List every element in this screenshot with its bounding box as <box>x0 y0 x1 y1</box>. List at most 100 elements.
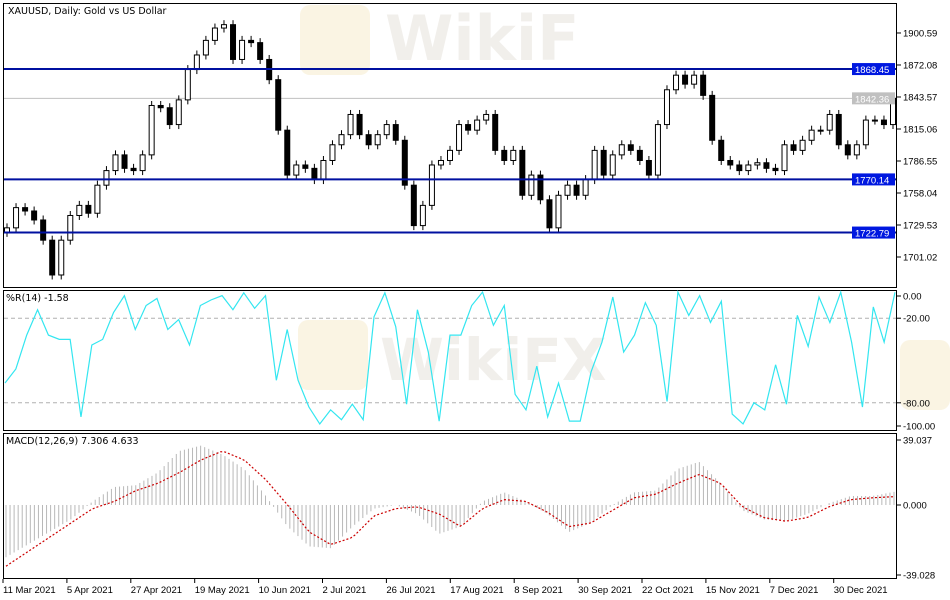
bearish-candle <box>772 167 779 172</box>
date-axis-label: 11 Mar 2021 <box>3 585 56 596</box>
bullish-candle <box>148 104 155 156</box>
bullish-candle <box>67 214 74 241</box>
bullish-candle <box>456 124 463 151</box>
bullish-candle <box>175 99 182 126</box>
price-axis-label: 1815.06 <box>903 124 937 135</box>
bullish-candle <box>184 69 191 101</box>
date-axis-label: 2 Jul 2021 <box>323 585 367 596</box>
current-price-label-bg <box>852 92 895 105</box>
bearish-candle <box>546 199 553 229</box>
date-axis-label: 22 Oct 2021 <box>642 585 694 596</box>
bearish-candle <box>844 144 851 156</box>
bearish-candle <box>627 144 634 151</box>
bearish-candle <box>727 159 734 166</box>
bullish-candle <box>193 54 200 71</box>
bearish-candle <box>22 207 29 212</box>
bearish-candle <box>311 167 318 181</box>
bullish-candle <box>239 39 246 60</box>
bearish-candle <box>573 184 580 196</box>
macd-pane[interactable] <box>3 433 897 579</box>
wpr-axis-label: -20.00 <box>903 314 930 325</box>
bullish-candle <box>618 144 625 156</box>
watermark-text: WikiF <box>385 2 579 75</box>
bearish-candle <box>682 74 689 85</box>
bullish-candle <box>76 204 83 216</box>
bearish-candle <box>600 149 607 176</box>
bearish-candle <box>718 139 725 161</box>
bullish-candle <box>447 149 453 161</box>
bearish-candle <box>880 119 887 126</box>
bullish-candle <box>591 149 598 181</box>
bullish-candle <box>510 149 517 161</box>
bullish-candle <box>781 144 788 172</box>
bullish-candle <box>582 179 589 196</box>
bearish-candle <box>492 113 499 151</box>
bearish-candle <box>121 154 128 169</box>
macd-axis-label: -39.028 <box>903 571 935 582</box>
bullish-candle <box>320 159 327 181</box>
chart-title: XAUUSD, Daily: Gold vs US Dollar <box>8 6 167 17</box>
date-axis-label: 8 Sep 2021 <box>514 585 563 596</box>
date-axis-label: 17 Aug 2021 <box>450 585 503 596</box>
bearish-candle <box>835 113 842 146</box>
bullish-candle <box>817 129 824 132</box>
bearish-candle <box>40 219 47 241</box>
bearish-candle <box>501 149 508 161</box>
date-axis-label: 15 Nov 2021 <box>706 585 760 596</box>
bearish-candle <box>230 24 237 60</box>
date-axis-label: 30 Dec 2021 <box>834 585 888 596</box>
bearish-candle <box>302 164 309 169</box>
bullish-candle <box>112 154 119 172</box>
level-price-label: 1722.79 <box>855 229 889 240</box>
bearish-candle <box>763 162 770 169</box>
bullish-candle <box>338 134 345 146</box>
bullish-candle <box>58 239 65 276</box>
macd-signal-line <box>5 451 895 567</box>
price-axis-label: 1729.53 <box>903 220 937 231</box>
date-axis-label: 26 Jul 2021 <box>386 585 435 596</box>
bearish-candle <box>401 139 408 186</box>
macd-title: MACD(12,26,9) 7.306 4.633 <box>6 436 139 447</box>
bearish-candle <box>736 164 743 172</box>
wpr-pane[interactable] <box>3 290 897 431</box>
bearish-candle <box>700 74 707 96</box>
date-axis-label: 27 Apr 2021 <box>131 585 182 596</box>
bearish-candle <box>365 134 372 146</box>
bearish-candle <box>537 174 544 201</box>
wpr-axis-label: -80.00 <box>903 398 930 409</box>
wpr-axis-label: 0.00 <box>903 292 922 303</box>
bearish-candle <box>284 129 291 176</box>
bearish-candle <box>275 79 282 131</box>
bullish-candle <box>293 164 300 176</box>
bullish-candle <box>419 204 426 227</box>
price-axis-label: 1900.59 <box>903 28 937 39</box>
level-price-label: 1770.14 <box>855 175 889 186</box>
axes: 1900.59 1872.08 1843.57 1815.06 1786.55 1758.… <box>2 28 937 596</box>
bullish-candle <box>202 39 209 56</box>
bullish-candle <box>374 134 381 146</box>
price-axis-label: 1843.57 <box>903 92 937 103</box>
date-axis-label: 19 May 2021 <box>195 585 250 596</box>
bullish-candle <box>799 139 806 151</box>
bullish-candle <box>329 144 336 161</box>
bullish-candle <box>609 154 616 176</box>
wpr-line <box>4 289 896 425</box>
date-axis-label: 5 Apr 2021 <box>67 585 113 596</box>
bullish-candle <box>383 124 390 136</box>
bearish-candle <box>85 204 92 214</box>
bearish-candle <box>49 239 56 276</box>
bullish-candle <box>754 162 761 166</box>
bullish-candle <box>103 170 110 186</box>
macd-axis-label: 0.000 <box>903 501 927 512</box>
price-pane[interactable] <box>3 3 897 288</box>
bullish-candle <box>428 164 435 206</box>
macd-axis-label: 39.037 <box>903 436 932 447</box>
bearish-candle <box>166 107 173 126</box>
wpr-axis-label: -100.00 <box>903 422 935 433</box>
bearish-candle <box>157 104 164 109</box>
bullish-candle <box>745 164 752 172</box>
level-price-label-bg <box>852 226 895 239</box>
current-price-label: 1842.36 <box>855 94 889 105</box>
wpr-title: %R(14) -1.58 <box>6 293 69 304</box>
